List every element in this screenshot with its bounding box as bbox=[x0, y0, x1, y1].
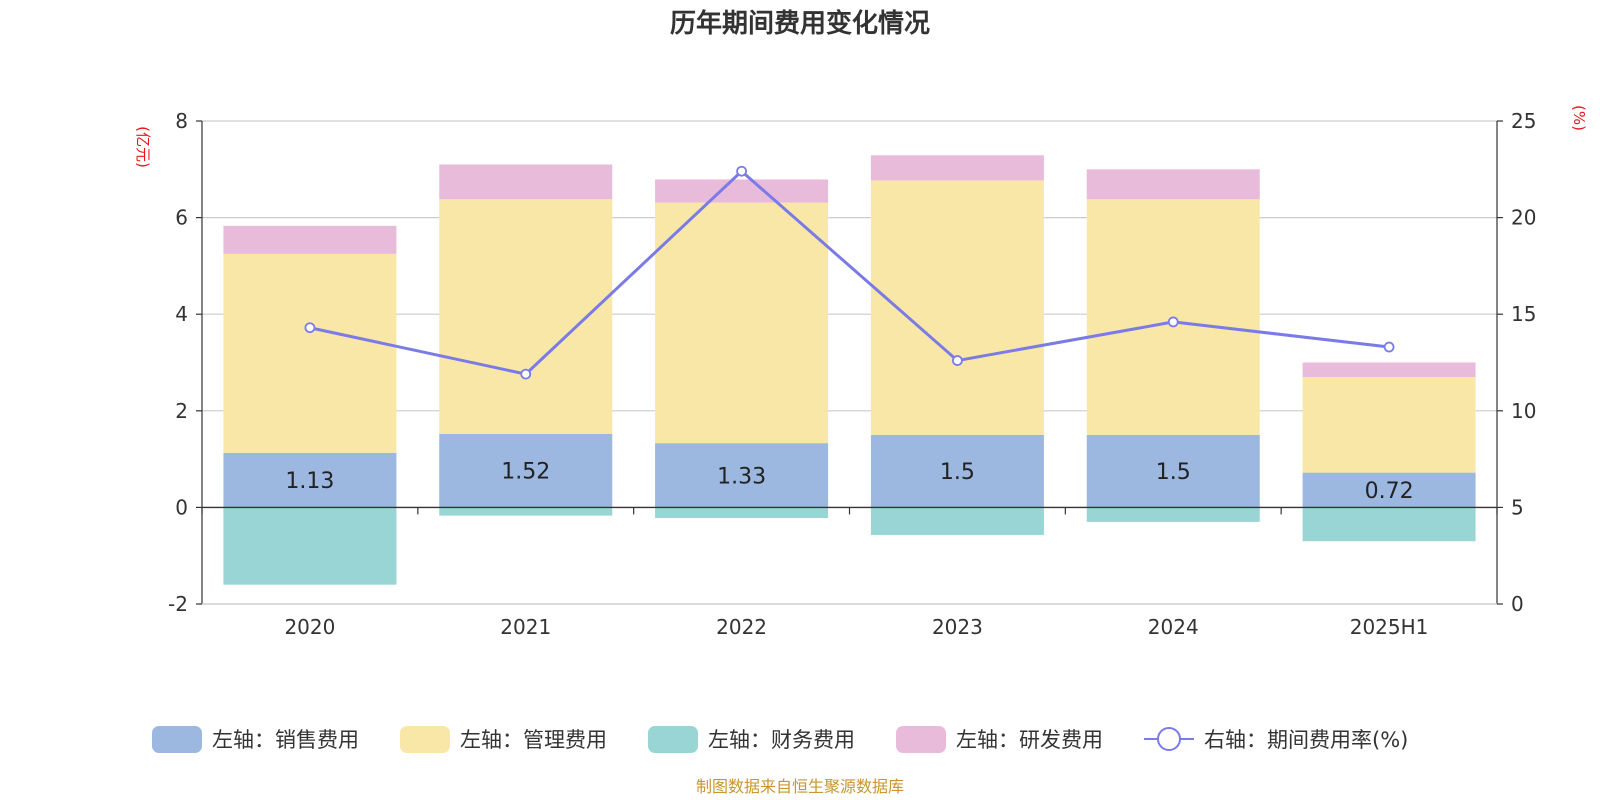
bar-segment bbox=[655, 443, 829, 508]
bar-data-label: 1.5 bbox=[940, 460, 975, 485]
x-tick-label: 2023 bbox=[932, 615, 983, 639]
legend-label: 右轴：期间费用率(%) bbox=[1204, 728, 1408, 752]
right-tick-label: 25 bbox=[1511, 109, 1536, 133]
rate-line-point bbox=[520, 368, 532, 380]
bar-segment bbox=[655, 202, 829, 444]
bar-segment bbox=[1086, 434, 1260, 508]
left-tick-label: 8 bbox=[175, 109, 188, 133]
right-tick-label: 15 bbox=[1511, 302, 1536, 326]
bar-segment bbox=[1302, 472, 1476, 508]
rate-line-point bbox=[952, 355, 963, 366]
bar-segment bbox=[1086, 169, 1260, 200]
bar-segment bbox=[439, 433, 613, 508]
left-tick-label: 6 bbox=[175, 206, 188, 230]
rate-line-point bbox=[304, 322, 316, 334]
right-tick-label: 0 bbox=[1511, 592, 1524, 616]
legend-swatch bbox=[400, 726, 450, 753]
bar-segment bbox=[1302, 362, 1476, 377]
bar-segment bbox=[1302, 507, 1476, 542]
bar-segment bbox=[870, 180, 1044, 435]
bar-segment bbox=[223, 225, 397, 254]
bar-segment bbox=[439, 507, 613, 516]
bar-segment bbox=[870, 434, 1044, 508]
x-tick-label: 2020 bbox=[284, 615, 335, 639]
right-tick-label: 20 bbox=[1511, 206, 1536, 230]
x-tick-label: 2021 bbox=[500, 615, 551, 639]
rate-line-path bbox=[309, 169, 1390, 376]
legend-label: 左轴：销售费用 bbox=[212, 728, 359, 752]
legend-marker bbox=[1157, 727, 1181, 751]
bar-segment bbox=[655, 179, 829, 203]
bar-segment bbox=[439, 164, 613, 200]
x-tick-label: 2024 bbox=[1148, 615, 1199, 639]
chart-title: 历年期间费用变化情况 bbox=[670, 8, 930, 39]
bar-segment bbox=[655, 507, 829, 519]
left-tick-label: 0 bbox=[175, 495, 188, 519]
bar-segment bbox=[439, 199, 613, 434]
data-labels: 1.13 1.52 1.33 1.5 1.5 0.72 bbox=[285, 460, 1413, 504]
x-tick-label: 2025H1 bbox=[1350, 615, 1429, 639]
legend-label: 左轴：研发费用 bbox=[956, 728, 1103, 752]
bar-data-label: 1.52 bbox=[501, 460, 550, 485]
legend: 左轴：销售费用 左轴：管理费用 左轴：财务费用 左轴：研发费用 右轴：期间费用率(%) bbox=[152, 726, 1408, 753]
left-tick-label: 4 bbox=[175, 302, 188, 326]
right-axis-unit: (%) bbox=[1570, 105, 1588, 131]
bar-data-label: 1.5 bbox=[1156, 460, 1191, 485]
bar-segment bbox=[870, 507, 1044, 535]
bar-segment bbox=[1302, 376, 1476, 473]
right-tick-label: 10 bbox=[1511, 399, 1536, 423]
left-tick-label: 2 bbox=[175, 399, 188, 423]
left-axis-unit: (亿元) bbox=[134, 126, 152, 168]
bar-segment bbox=[870, 155, 1044, 181]
bar-segment bbox=[223, 507, 397, 585]
rate-line-point bbox=[736, 165, 747, 177]
bar-data-label: 0.72 bbox=[1365, 479, 1414, 504]
x-tick-label: 2022 bbox=[716, 615, 767, 639]
bars bbox=[223, 155, 1476, 585]
legend-swatch bbox=[152, 726, 202, 753]
bar-segment bbox=[223, 253, 397, 453]
legend-swatch bbox=[896, 726, 946, 753]
legend-label: 左轴：管理费用 bbox=[460, 728, 607, 752]
bar-segment bbox=[1086, 507, 1260, 522]
rate-line-point bbox=[1383, 341, 1395, 353]
axes: -2 0 2 4 6 8 0 5 10 15 20 25 2020 2021 2022 2023 2024 202… bbox=[168, 109, 1536, 639]
legend-swatch bbox=[648, 726, 698, 753]
rate-line-point bbox=[1167, 316, 1179, 328]
bar-data-label: 1.13 bbox=[285, 469, 334, 494]
source-note: 制图数据来自恒生聚源数据库 bbox=[696, 777, 904, 796]
left-tick-label: -2 bbox=[168, 592, 188, 616]
bar-data-label: 1.33 bbox=[717, 464, 766, 489]
bar-segment bbox=[223, 452, 397, 508]
right-tick-label: 5 bbox=[1511, 495, 1524, 519]
legend-label: 左轴：财务费用 bbox=[708, 728, 855, 752]
rate-line bbox=[304, 165, 1395, 380]
